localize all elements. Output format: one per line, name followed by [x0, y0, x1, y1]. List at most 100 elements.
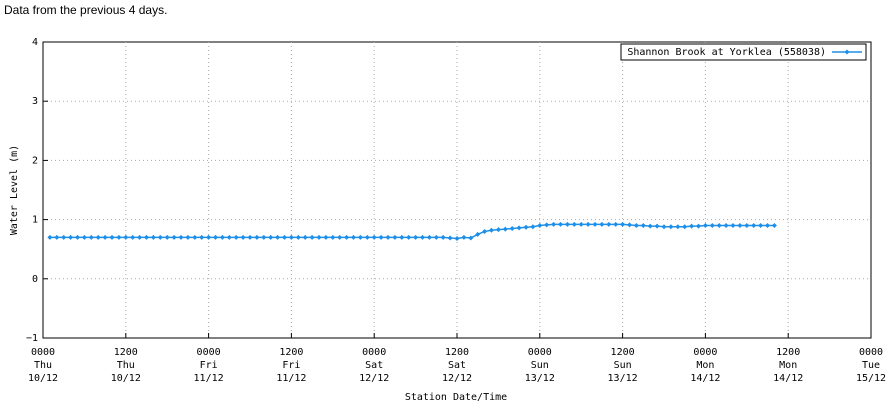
- data-point: [109, 234, 115, 240]
- data-point: [226, 234, 232, 240]
- x-tick-label: 0000: [362, 347, 386, 358]
- x-axis-label: Station Date/Time: [405, 392, 507, 403]
- data-point: [571, 221, 577, 227]
- data-point: [771, 223, 777, 229]
- x-tick-label: 0000: [859, 347, 883, 358]
- data-point: [613, 221, 619, 227]
- x-tick-label: Thu: [117, 360, 135, 371]
- data-point: [178, 234, 184, 240]
- data-point: [54, 234, 60, 240]
- legend-marker: [844, 49, 850, 55]
- x-tick-label: 14/12: [773, 373, 803, 384]
- data-point: [640, 223, 646, 229]
- data-line: [49, 223, 775, 240]
- x-tick-label: 10/12: [28, 373, 58, 384]
- x-tick-label: 1200: [114, 347, 138, 358]
- data-point: [440, 234, 446, 240]
- data-point: [392, 234, 398, 240]
- x-tick-label: Mon: [696, 360, 714, 371]
- x-tick-label: Thu: [34, 360, 52, 371]
- data-point: [254, 234, 260, 240]
- data-point: [357, 234, 363, 240]
- x-tick-label: 12/12: [442, 373, 472, 384]
- data-point: [330, 234, 336, 240]
- data-point: [620, 221, 626, 227]
- data-point: [682, 224, 688, 230]
- data-point: [737, 223, 743, 229]
- x-tick-label: Sun: [614, 360, 632, 371]
- data-point: [295, 234, 301, 240]
- data-point: [213, 234, 218, 240]
- y-tick-label: 4: [32, 37, 38, 48]
- data-point: [185, 234, 191, 240]
- data-point: [578, 221, 584, 227]
- data-point: [544, 222, 550, 228]
- x-tick-label: Sat: [365, 360, 383, 371]
- x-tick-label: Fri: [282, 360, 300, 371]
- x-tick-label: 15/12: [856, 373, 886, 384]
- data-point: [385, 234, 391, 240]
- x-tick-label: 13/12: [525, 373, 555, 384]
- data-point: [723, 223, 729, 229]
- data-point: [81, 234, 87, 240]
- data-point: [288, 234, 294, 240]
- data-point: [130, 234, 136, 240]
- data-point: [468, 235, 474, 241]
- data-point: [558, 221, 563, 227]
- data-point: [516, 225, 522, 231]
- data-point: [633, 223, 639, 229]
- data-point: [378, 234, 384, 240]
- data-point: [716, 223, 722, 229]
- data-point: [233, 234, 239, 240]
- data-point: [123, 234, 129, 240]
- data-point: [413, 234, 419, 240]
- x-tick-label: Sat: [448, 360, 466, 371]
- data-point: [247, 234, 253, 240]
- data-point: [647, 223, 653, 229]
- caption: Data from the previous 4 days.: [4, 3, 167, 17]
- data-point: [406, 234, 412, 240]
- data-point: [47, 234, 53, 240]
- x-tick-label: 0000: [31, 347, 55, 358]
- data-point: [261, 234, 267, 240]
- data-point: [599, 221, 605, 227]
- data-point: [171, 234, 177, 240]
- data-point: [420, 234, 425, 240]
- data-point: [240, 234, 246, 240]
- data-point: [102, 234, 108, 240]
- data-point: [206, 234, 212, 240]
- data-point: [537, 223, 543, 229]
- y-tick-label: 1: [32, 215, 38, 226]
- data-point: [164, 234, 170, 240]
- x-tick-label: 14/12: [690, 373, 720, 384]
- data-point: [765, 223, 770, 229]
- data-point: [268, 234, 274, 240]
- data-point: [661, 224, 667, 230]
- data-point: [88, 234, 94, 240]
- data-point: [192, 234, 198, 240]
- data-point: [137, 234, 143, 240]
- data-point: [316, 234, 322, 240]
- y-axis-label: Water Level (m): [9, 145, 20, 235]
- data-point: [744, 223, 750, 229]
- data-point: [668, 224, 674, 230]
- data-point: [371, 234, 377, 240]
- y-tick-label: −1: [26, 333, 38, 344]
- legend-label: Shannon Brook at Yorklea (558038): [627, 47, 826, 58]
- data-point: [627, 222, 632, 228]
- x-tick-label: 1200: [776, 347, 800, 358]
- x-tick-label: 12/12: [359, 373, 389, 384]
- x-tick-label: 10/12: [111, 373, 141, 384]
- data-point: [482, 228, 488, 234]
- legend-box: [620, 43, 867, 61]
- data-point: [730, 223, 736, 229]
- data-point: [95, 234, 101, 240]
- y-tick-label: 3: [32, 96, 38, 107]
- y-tick-label: 2: [32, 155, 38, 166]
- data-point: [323, 234, 329, 240]
- data-point: [61, 234, 67, 240]
- data-point: [751, 223, 757, 229]
- data-point: [606, 221, 612, 227]
- x-tick-label: 11/12: [276, 373, 306, 384]
